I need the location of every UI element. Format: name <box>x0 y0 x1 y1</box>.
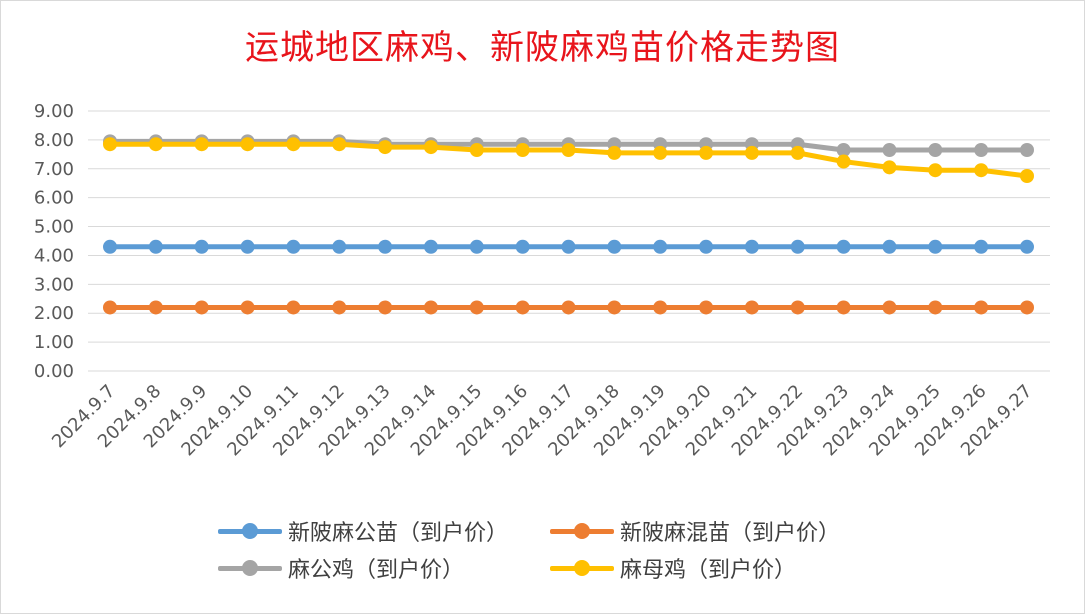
data-point-series-1 <box>332 239 347 254</box>
legend-item-series-3: 麻公鸡（到户价） <box>218 553 464 583</box>
data-point-series-1 <box>240 239 255 254</box>
data-point-series-4 <box>423 140 438 155</box>
y-tick-label: 7.00 <box>34 159 74 180</box>
data-point-series-4 <box>148 137 163 152</box>
data-point-series-2 <box>744 300 759 315</box>
data-point-series-2 <box>103 300 117 315</box>
data-point-series-1 <box>103 239 117 254</box>
y-tick-label: 4.00 <box>34 245 74 266</box>
y-tick-label: 0.00 <box>34 361 74 382</box>
data-point-series-1 <box>194 239 209 254</box>
data-point-series-2 <box>194 300 209 315</box>
data-point-series-4 <box>378 140 393 155</box>
y-tick-label: 5.00 <box>34 217 74 238</box>
data-point-series-1 <box>744 239 759 254</box>
data-point-series-4 <box>194 137 209 152</box>
legend-label-series-3: 麻公鸡（到户价） <box>288 558 465 583</box>
data-point-series-2 <box>286 300 301 315</box>
y-tick-label: 2.00 <box>34 303 74 324</box>
data-point-series-1 <box>423 239 438 254</box>
data-point-series-4 <box>882 160 897 175</box>
data-point-series-1 <box>515 239 530 254</box>
data-point-series-1 <box>699 239 714 254</box>
data-point-series-1 <box>928 239 943 254</box>
data-point-series-4 <box>1020 169 1034 183</box>
legend-item-series-1: 新陂麻公苗（到户价） <box>218 516 508 546</box>
data-point-series-1 <box>469 239 484 254</box>
data-point-series-2 <box>148 300 163 315</box>
data-point-series-1 <box>607 239 622 254</box>
data-point-series-4 <box>286 137 301 152</box>
data-point-series-1 <box>561 239 576 254</box>
data-point-series-4 <box>928 163 943 178</box>
data-point-series-2 <box>240 300 255 315</box>
data-point-series-2 <box>1020 300 1034 315</box>
data-point-series-2 <box>469 300 484 315</box>
data-point-series-2 <box>653 300 668 315</box>
data-point-series-2 <box>790 300 805 315</box>
data-point-series-1 <box>653 239 668 254</box>
data-point-series-1 <box>790 239 805 254</box>
data-point-series-3 <box>1020 143 1034 157</box>
data-point-series-1 <box>974 239 989 254</box>
legend-label-series-2: 新陂麻混苗（到户价） <box>620 521 841 546</box>
y-tick-label: 9.00 <box>34 101 74 122</box>
data-point-series-1 <box>882 239 897 254</box>
data-point-series-4 <box>699 145 714 160</box>
data-point-series-1 <box>1020 239 1034 254</box>
legend-item-series-4: 麻母鸡（到户价） <box>550 553 796 583</box>
data-point-series-2 <box>928 300 943 315</box>
data-point-series-1 <box>836 239 851 254</box>
data-point-series-4 <box>561 143 576 157</box>
data-point-series-4 <box>607 145 622 160</box>
y-tick-label: 3.00 <box>34 274 74 295</box>
legend-swatch-series-1 <box>218 516 282 546</box>
data-point-series-1 <box>148 239 163 254</box>
data-point-series-4 <box>103 137 117 152</box>
data-point-series-2 <box>974 300 989 315</box>
data-point-series-3 <box>882 143 897 157</box>
data-point-series-2 <box>561 300 576 315</box>
data-point-series-2 <box>699 300 714 315</box>
data-point-series-2 <box>836 300 851 315</box>
data-point-series-4 <box>515 143 530 157</box>
data-point-series-1 <box>286 239 301 254</box>
legend-swatch-series-2 <box>550 516 614 546</box>
data-point-series-2 <box>332 300 347 315</box>
legend-label-series-1: 新陂麻公苗（到户价） <box>288 521 509 546</box>
legend-swatch-series-3 <box>218 553 282 583</box>
data-point-series-3 <box>836 143 851 157</box>
y-tick-label: 8.00 <box>34 130 74 151</box>
data-point-series-4 <box>332 137 347 152</box>
data-point-series-3 <box>974 143 989 157</box>
legend: 新陂麻公苗（到户价） 新陂麻混苗（到户价） 麻公鸡（到户价） 麻母鸡（到户价） <box>0 510 1085 590</box>
data-point-series-4 <box>240 137 255 152</box>
data-point-series-1 <box>378 239 393 254</box>
data-point-series-4 <box>469 143 484 157</box>
data-point-series-4 <box>836 154 851 169</box>
data-point-series-4 <box>744 145 759 160</box>
data-point-series-2 <box>607 300 622 315</box>
data-point-series-3 <box>928 143 943 157</box>
y-tick-label: 6.00 <box>34 188 74 209</box>
data-point-series-2 <box>515 300 530 315</box>
data-point-series-4 <box>974 163 989 178</box>
data-point-series-4 <box>790 145 805 160</box>
data-point-series-2 <box>378 300 393 315</box>
data-point-series-2 <box>882 300 897 315</box>
data-point-series-4 <box>653 145 668 160</box>
legend-swatch-series-4 <box>550 553 614 583</box>
y-tick-label: 1.00 <box>34 332 74 353</box>
chart-title: 运城地区麻鸡、新陂麻鸡苗价格走势图 <box>245 28 840 68</box>
legend-item-series-2: 新陂麻混苗（到户价） <box>550 516 840 546</box>
legend-label-series-4: 麻母鸡（到户价） <box>620 558 797 583</box>
data-point-series-2 <box>423 300 438 315</box>
